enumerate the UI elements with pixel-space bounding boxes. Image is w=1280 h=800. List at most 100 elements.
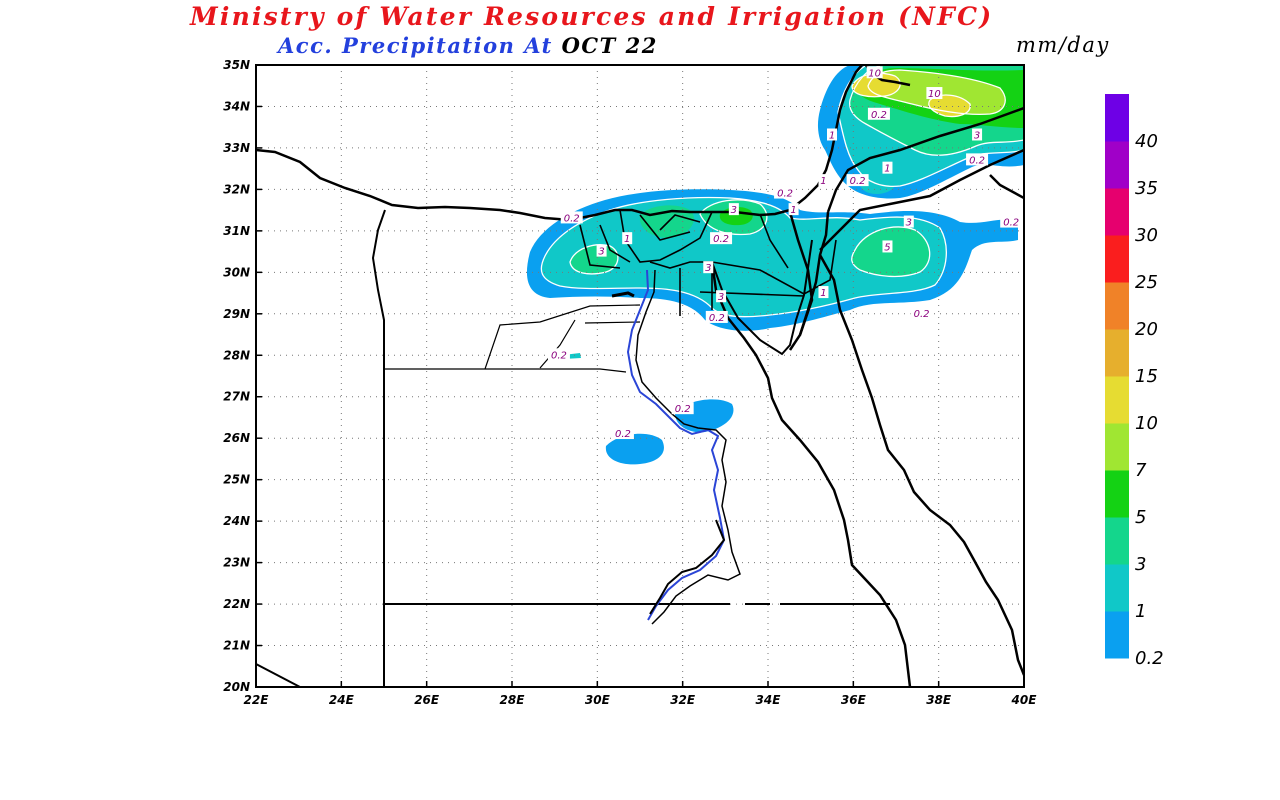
contour-label: 1 [790, 205, 796, 216]
contour-label: 0.2 [564, 213, 580, 224]
contour-label-bg [827, 128, 837, 141]
legend-swatch [1105, 329, 1129, 377]
legend-label: 7 [1135, 460, 1147, 481]
contour-label: 5 [884, 242, 890, 253]
nile-valley-outline [635, 269, 741, 625]
contour-label: 1 [820, 176, 826, 187]
contour-value-labels: 10 10 0.2 1 3 0.2 1 1 0.2 0.2 1 0.2 3 3 0.2 1 0.2 3 5 3 1 3 0.… [547, 66, 1023, 440]
lat-label: 25N [223, 473, 250, 487]
lat-label: 31N [223, 224, 250, 238]
contour-label-bg [867, 107, 890, 120]
contour-label-bg [818, 174, 829, 187]
lat-label: 34N [223, 99, 250, 113]
contour-label-bg [966, 153, 989, 166]
legend-label: 5 [1135, 507, 1146, 528]
contour-label-bg [882, 161, 893, 174]
lon-label: 26E [414, 693, 440, 707]
lon-label: 24E [329, 693, 355, 707]
contour-label: 0.2 [871, 110, 887, 121]
contour-label: 3 [974, 130, 980, 141]
contour-label: 3 [731, 205, 737, 216]
lon-label: 40E [1011, 693, 1038, 707]
contour-label: 0.2 [1003, 218, 1019, 229]
graticule [256, 65, 1024, 687]
legend-swatch [1105, 470, 1129, 518]
contour-label-bg [728, 203, 739, 216]
legend-swatch [1105, 611, 1129, 659]
contour-lines [540, 65, 1024, 318]
legend-label: 10 [1135, 413, 1158, 434]
contour-label-bg [705, 310, 728, 323]
lake-qarun [611, 291, 635, 298]
product-date: OCT 22 [561, 33, 658, 58]
lon-label: 28E [500, 693, 526, 707]
legend-label: 15 [1135, 366, 1158, 387]
lat-label: 24N [223, 514, 250, 528]
governorate-boundary [539, 319, 576, 369]
legend-swatch [1105, 564, 1129, 612]
contour-label: 0.2 [850, 176, 866, 187]
contour-label: 0.2 [675, 404, 691, 415]
contour-label: 0.2 [969, 155, 985, 166]
contour-label-bg [866, 66, 883, 79]
legend-swatch [1105, 94, 1129, 142]
contour-label: 1 [884, 164, 890, 175]
red-sea-east-coast [818, 254, 1024, 676]
contour-label-bg [818, 286, 829, 299]
units-label: mm/day [1016, 33, 1110, 57]
contour-label: 1 [820, 288, 826, 299]
legend-swatch [1105, 235, 1129, 283]
lat-label: 21N [223, 639, 250, 653]
contour-label-bg [716, 290, 727, 303]
contour-label-bg [1000, 215, 1023, 228]
page-title: Ministry of Water Resources and Irrigati… [190, 2, 994, 31]
precip-area-10-levant-b [928, 95, 971, 117]
contour-label-bg [882, 240, 893, 253]
legend-swatch [1105, 188, 1129, 236]
lon-label: 34E [756, 693, 782, 707]
governorate-boundary [384, 304, 641, 373]
legend-label: 30 [1135, 225, 1158, 246]
legend-swatch [1105, 423, 1129, 471]
precip-area-1-delta [541, 197, 947, 317]
contour-label: 10 [868, 68, 881, 79]
legend-label: 0.2 [1135, 648, 1164, 669]
legend-swatch [1105, 141, 1129, 189]
contour-label: 3 [906, 218, 912, 229]
contour-label-bg [560, 211, 583, 224]
contour-label: 0.2 [615, 429, 631, 440]
lat-label: 23N [223, 556, 250, 570]
contour-label: 1 [624, 234, 630, 245]
legend-label: 35 [1135, 178, 1158, 199]
contour-label-bg [622, 232, 633, 245]
levant-border [826, 106, 1024, 213]
legend-label: 1 [1135, 601, 1146, 622]
contour-label-bg [788, 203, 799, 216]
lon-label: 32E [670, 693, 696, 707]
red-sea-west-coast [710, 261, 912, 687]
legend-swatch [1105, 282, 1129, 330]
lat-label: 22N [223, 597, 250, 611]
delta-governorate-boundaries [579, 209, 805, 316]
contour-label-bg [972, 128, 983, 141]
axis-ticks [255, 64, 1025, 688]
lat-label: 35N [223, 58, 250, 72]
contour-line [867, 69, 1006, 116]
product-name: Acc. Precipitation At [278, 33, 553, 58]
precip-area-0.2-west [605, 433, 664, 465]
lat-label: 32N [223, 182, 250, 196]
lon-label: 22E [244, 693, 270, 707]
contour-label-bg [926, 87, 943, 100]
contour-line [851, 226, 931, 278]
contour-label-bg [703, 261, 714, 274]
contour-label-bg [910, 306, 933, 319]
sinai-internal-boundary [711, 213, 837, 295]
contour-label-bg [611, 427, 634, 440]
contour-label: 3 [705, 263, 711, 274]
jordan-border [819, 148, 1024, 251]
contour-label-bg [547, 348, 570, 361]
lat-label: 20N [223, 680, 250, 694]
legend-label: 25 [1135, 272, 1158, 293]
